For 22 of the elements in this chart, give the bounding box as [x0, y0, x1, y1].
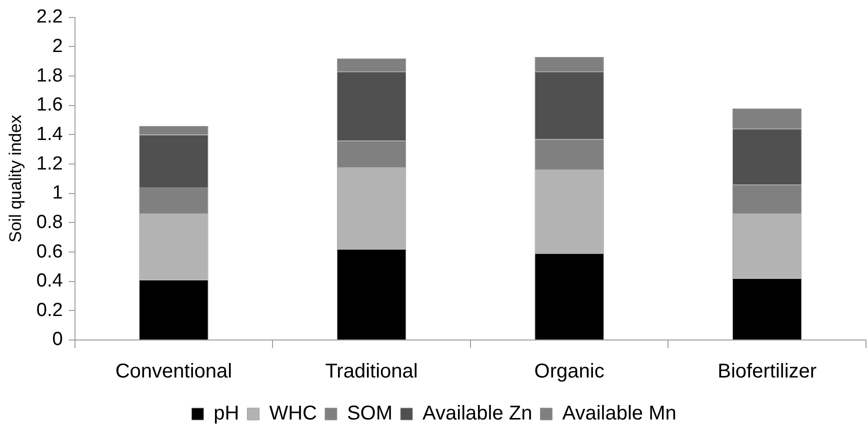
y-tick-label: 2: [52, 36, 63, 57]
y-tick-label: 1: [52, 182, 63, 204]
x-tick-label: Organic: [534, 360, 604, 383]
x-tick-label: Conventional: [115, 360, 232, 383]
y-tick-label: 2.2: [36, 6, 63, 28]
legend-label: Available Zn: [422, 402, 532, 425]
y-axis-title: Soil quality index: [6, 114, 25, 242]
legend-label: SOM: [346, 402, 393, 425]
x-tick-label: Biofertilizer: [718, 360, 817, 383]
y-tick-label: 0.8: [36, 212, 63, 233]
y-tick-label: 0.2: [36, 300, 63, 321]
y-tick-label: 0.6: [36, 241, 63, 262]
y-tick-label: 1.8: [36, 65, 63, 86]
legend-label: WHC: [269, 402, 317, 425]
y-tick-label: 1.4: [36, 124, 64, 145]
legend-label: pH: [214, 402, 240, 425]
y-tick-label: 1.6: [36, 94, 63, 116]
y-tick-label: 0.4: [36, 270, 64, 292]
legend-label: Available Mn: [562, 402, 676, 425]
y-tick-label: 0: [52, 329, 63, 350]
x-tick-label: Traditional: [325, 360, 418, 383]
y-tick-label: 1.2: [36, 153, 63, 174]
